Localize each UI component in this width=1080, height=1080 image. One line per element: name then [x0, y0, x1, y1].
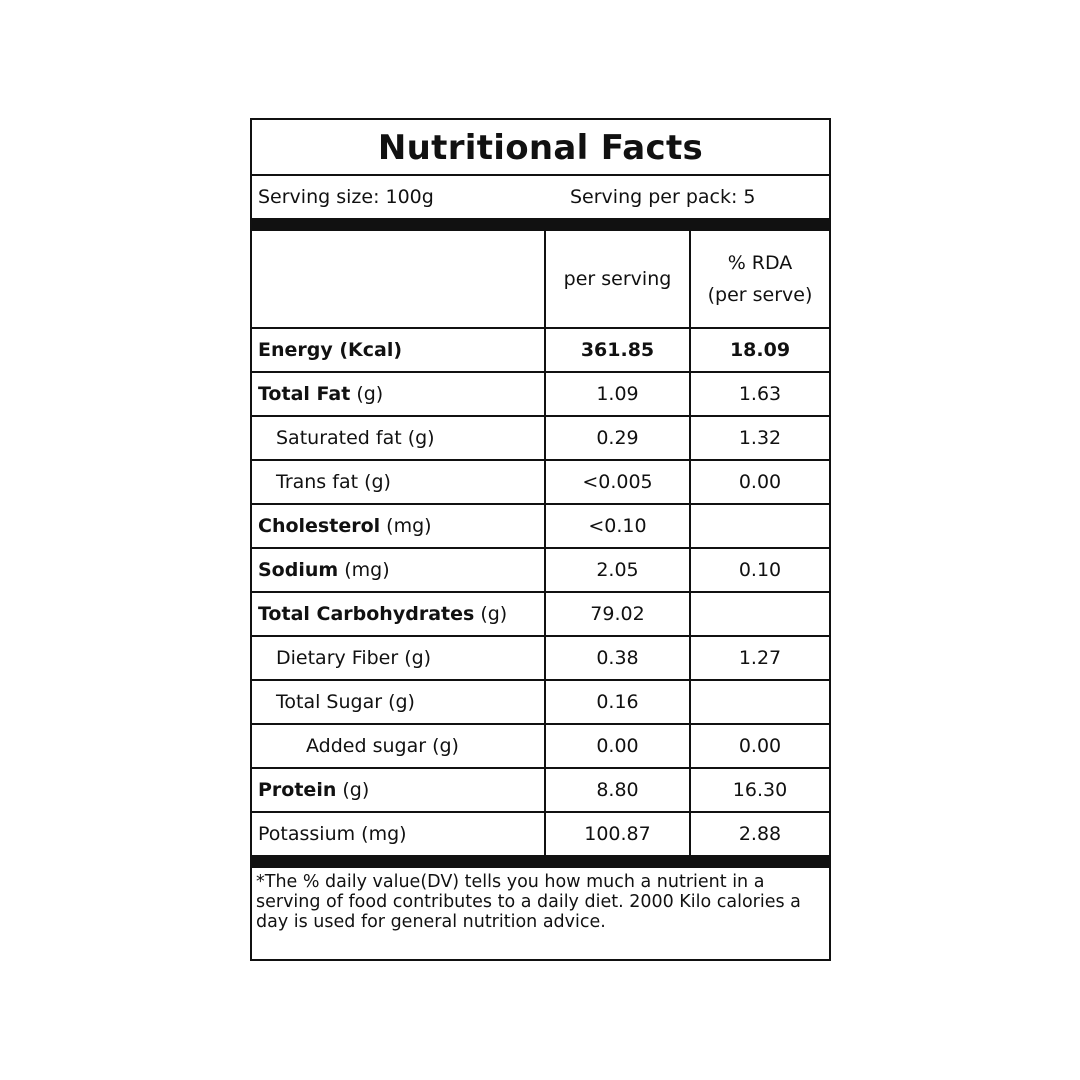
nutrient-name: Dietary Fiber (g)	[276, 647, 432, 669]
per-serving-value: 100.87	[544, 811, 691, 855]
nutrient-unit: (g)	[474, 603, 508, 625]
nutrient-name-cell: Protein (g)	[252, 767, 546, 813]
per-serving-value: 8.80	[544, 767, 691, 813]
header-empty-cell	[252, 231, 546, 329]
rda-value	[689, 503, 829, 549]
nutrient-name: Cholesterol	[258, 515, 381, 537]
header-per-serving: per serving	[544, 231, 691, 329]
nutrient-name-cell: Total Carbohydrates (g)	[252, 591, 546, 637]
rda-value: 18.09	[689, 327, 829, 373]
table-row: Sodium (mg) 2.05 0.10	[252, 547, 829, 593]
nutrient-name-cell: Potassium (mg)	[252, 811, 546, 855]
table-row: Dietary Fiber (g) 0.38 1.27	[252, 635, 829, 681]
nutrient-name: Total Fat	[258, 383, 351, 405]
nutrient-name: Potassium (mg)	[258, 823, 407, 845]
serving-info: Serving size: 100g Serving per pack: 5	[252, 176, 829, 218]
nutrient-name-cell: Cholesterol (mg)	[252, 503, 546, 549]
rda-value	[689, 591, 829, 637]
header-rda: % RDA (per serve)	[689, 231, 829, 329]
nutrient-name: Total Sugar (g)	[276, 691, 415, 713]
rda-value: 1.27	[689, 635, 829, 681]
nutrient-name-cell: Total Fat (g)	[252, 371, 546, 417]
nutrient-name-cell: Added sugar (g)	[252, 723, 546, 769]
thick-divider	[252, 855, 829, 868]
nutrient-name: Total Carbohydrates	[258, 603, 475, 625]
nutrient-table: per serving % RDA (per serve) Energy (Kca…	[252, 231, 829, 855]
per-serving-value: 361.85	[544, 327, 691, 373]
table-row: Saturated fat (g) 0.29 1.32	[252, 415, 829, 461]
per-serving-value: 0.00	[544, 723, 691, 769]
table-row: Total Sugar (g) 0.16	[252, 679, 829, 725]
nutrient-name: Energy (Kcal)	[258, 339, 403, 361]
rda-value: 0.00	[689, 459, 829, 505]
header-rda-line2: (per serve)	[707, 284, 813, 306]
per-serving-value: 1.09	[544, 371, 691, 417]
per-serving-value: <0.10	[544, 503, 691, 549]
servings-per-pack: Serving per pack: 5	[570, 186, 756, 208]
nutrient-name-cell: Sodium (mg)	[252, 547, 546, 593]
footnote: *The % daily value(DV) tells you how muc…	[256, 872, 801, 932]
nutrient-unit: (g)	[350, 383, 384, 405]
rda-value	[689, 679, 829, 725]
table-row: Energy (Kcal) 361.85 18.09	[252, 327, 829, 373]
per-serving-value: <0.005	[544, 459, 691, 505]
per-serving-value: 0.16	[544, 679, 691, 725]
per-serving-value: 0.29	[544, 415, 691, 461]
per-serving-value: 79.02	[544, 591, 691, 637]
serving-size: Serving size: 100g	[258, 186, 434, 208]
thick-divider	[252, 218, 829, 231]
nutrient-name: Protein	[258, 779, 337, 801]
table-row: Total Fat (g) 1.09 1.63	[252, 371, 829, 417]
header-rda-line1: % RDA	[727, 252, 793, 274]
nutrient-name-cell: Trans fat (g)	[252, 459, 546, 505]
rda-value: 0.10	[689, 547, 829, 593]
table-header-row: per serving % RDA (per serve)	[252, 231, 829, 329]
table-row: Protein (g) 8.80 16.30	[252, 767, 829, 813]
rda-value: 16.30	[689, 767, 829, 813]
nutrient-name-cell: Saturated fat (g)	[252, 415, 546, 461]
nutrient-unit: (g)	[336, 779, 370, 801]
rda-value: 0.00	[689, 723, 829, 769]
per-serving-value: 2.05	[544, 547, 691, 593]
nutrient-unit: (mg)	[380, 515, 432, 537]
nutrient-name-cell: Total Sugar (g)	[252, 679, 546, 725]
nutrient-name: Added sugar (g)	[306, 735, 459, 757]
nutrient-unit: (mg)	[338, 559, 390, 581]
table-row: Added sugar (g) 0.00 0.00	[252, 723, 829, 769]
table-row: Potassium (mg) 100.87 2.88	[252, 811, 829, 855]
nutrient-name: Saturated fat (g)	[276, 427, 435, 449]
per-serving-value: 0.38	[544, 635, 691, 681]
nutrient-name-cell: Dietary Fiber (g)	[252, 635, 546, 681]
nutrition-facts-label: Nutritional Facts Serving size: 100g Ser…	[250, 118, 831, 961]
table-row: Trans fat (g) <0.005 0.00	[252, 459, 829, 505]
table-row: Cholesterol (mg) <0.10	[252, 503, 829, 549]
rda-value: 1.32	[689, 415, 829, 461]
nutrient-name: Trans fat (g)	[276, 471, 391, 493]
rda-value: 2.88	[689, 811, 829, 855]
table-row: Total Carbohydrates (g) 79.02	[252, 591, 829, 637]
rda-value: 1.63	[689, 371, 829, 417]
nutrient-name-cell: Energy (Kcal)	[252, 327, 546, 373]
nutrient-name: Sodium	[258, 559, 339, 581]
label-title: Nutritional Facts	[252, 120, 829, 176]
